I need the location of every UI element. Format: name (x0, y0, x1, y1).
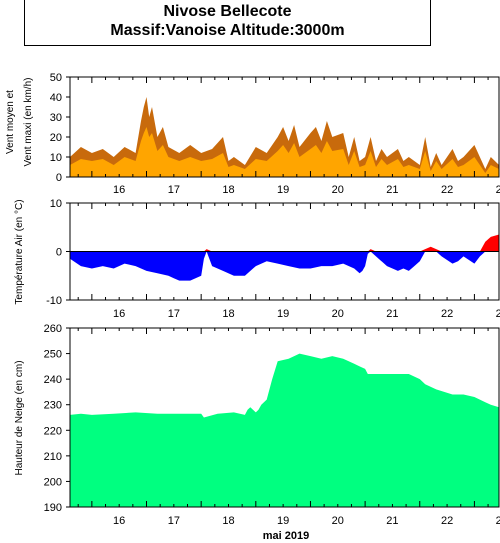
temp-day-label: 21 (386, 308, 398, 320)
wind-plot-border (69, 76, 500, 178)
temp-day-label: 18 (222, 308, 234, 320)
wind-day-label: 16 (113, 184, 125, 196)
wind-ylabel-line2: Vent maxi (en km/h) (23, 78, 34, 167)
temp-ytick-label: -10 (46, 295, 62, 307)
wind-day-label: 18 (222, 184, 234, 196)
snow-ytick-label: 250 (44, 349, 62, 361)
wind-day-label: 22 (441, 184, 453, 196)
wind-day-label: 17 (168, 184, 180, 196)
wind-ytick-label: 0 (56, 172, 62, 184)
snow-ytick-label: 240 (44, 374, 62, 386)
wind-ytick-label: 50 (50, 72, 62, 84)
temp-negative-area (70, 251, 499, 281)
snow-day-label: 23 (496, 515, 500, 527)
snow-day-label: 20 (332, 515, 344, 527)
temperature-ylabel: Température Air (en °C) (14, 199, 25, 304)
temp-day-label: 17 (168, 308, 180, 320)
snow-depth-area (70, 353, 499, 507)
temp-day-label: 22 (441, 308, 453, 320)
snow-day-label: 19 (277, 515, 289, 527)
temp-day-label: 16 (113, 308, 125, 320)
wind-max-area (70, 97, 499, 177)
temp-day-label: 23 (496, 308, 500, 320)
wind-day-label: 21 (386, 184, 398, 196)
snow-ytick-label: 230 (44, 400, 62, 412)
snow-panel: 190 200 210 220 230 240 250 260 16 17 18 19 20 21 22 23 (44, 323, 500, 527)
snow-day-label: 22 (441, 515, 453, 527)
wind-ytick-label: 10 (50, 152, 62, 164)
wind-ytick-label: 20 (50, 132, 62, 144)
snow-ytick-label: 220 (44, 425, 62, 437)
snow-xlabel: mai 2019 (263, 530, 309, 542)
snow-day-label: 16 (113, 515, 125, 527)
wind-ylabel-line1: Vent moyen et (5, 90, 16, 154)
temp-day-label: 20 (332, 308, 344, 320)
station-subtitle: Massif:Vanoise Altitude:3000m (110, 22, 345, 39)
temp-day-label: 19 (277, 308, 289, 320)
snow-ytick-label: 200 (44, 476, 62, 488)
snow-ytick-label: 190 (44, 502, 62, 514)
temp-ytick-label: 10 (50, 198, 62, 210)
title-box: Nivose Bellecote Massif:Vanoise Altitude… (24, 0, 431, 46)
snow-day-label: 17 (168, 515, 180, 527)
snow-ylabel: Hauteur de Neige (en cm) (14, 360, 25, 475)
snow-ytick-label: 260 (44, 323, 62, 335)
wind-panel: 0 10 20 30 40 50 16 17 18 19 20 21 22 23 (50, 72, 500, 196)
wind-ytick-label: 40 (50, 92, 62, 104)
temperature-panel: -10 0 10 16 17 18 19 20 21 22 23 (46, 198, 500, 320)
snow-plot-border (69, 327, 500, 508)
temp-ytick-label: 0 (56, 247, 62, 259)
wind-mean-area (70, 127, 499, 177)
snow-ytick-label: 210 (44, 451, 62, 463)
snow-day-label: 21 (386, 515, 398, 527)
wind-day-label: 20 (332, 184, 344, 196)
snow-day-label: 18 (222, 515, 234, 527)
wind-day-label: 19 (277, 184, 289, 196)
wind-ytick-label: 30 (50, 112, 62, 124)
wind-day-label: 23 (496, 184, 500, 196)
station-title: Nivose Bellecote (163, 3, 292, 20)
